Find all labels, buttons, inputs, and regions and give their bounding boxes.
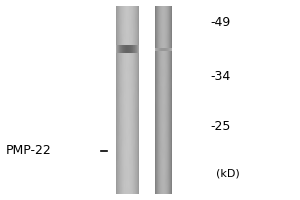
- Text: -49: -49: [210, 17, 230, 29]
- Text: -25: -25: [210, 120, 230, 134]
- Text: -34: -34: [210, 71, 230, 84]
- Text: (kD): (kD): [216, 169, 240, 179]
- Text: PMP-22: PMP-22: [6, 144, 52, 158]
